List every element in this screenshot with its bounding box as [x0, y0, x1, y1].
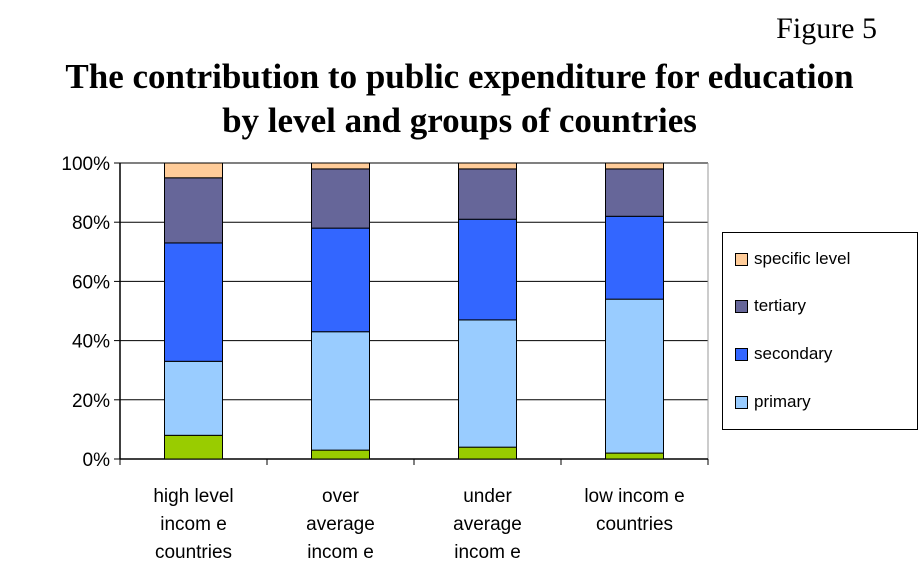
primary-bar-segment — [605, 298, 664, 454]
x-category-label: incom e — [307, 542, 374, 563]
legend-item-specific-level: specific level — [735, 247, 850, 271]
tertiary-bar-segment — [164, 177, 223, 244]
primary-bar-segment — [311, 331, 370, 451]
chart-title-line-2: by level and groups of countries — [222, 101, 697, 140]
x-category-label: incom e — [160, 514, 227, 535]
secondary-bar-segment — [605, 215, 664, 300]
x-category-label: high level — [153, 486, 233, 507]
y-tick-label: 0% — [83, 450, 111, 471]
x-category-label: low incom e — [584, 486, 684, 507]
chart-title-line-1: The contribution to public expenditure f… — [65, 57, 854, 96]
specific-level-bar-segment — [605, 162, 664, 170]
primary-bar-segment — [164, 360, 223, 436]
x-category-label: countries — [596, 514, 673, 535]
chart-title: The contribution to public expenditure f… — [0, 55, 919, 143]
y-tick-label: 60% — [72, 272, 110, 293]
unlabeled-bar-segment — [164, 434, 223, 460]
legend-label-specific-level: specific level — [754, 249, 851, 268]
x-category-label: incom e — [454, 542, 521, 563]
legend-item-tertiary: tertiary — [735, 294, 806, 318]
specific-level-bar-segment — [311, 162, 370, 170]
secondary-bar-segment — [164, 242, 223, 362]
x-category-label: countries — [155, 542, 232, 563]
legend-swatch-primary — [735, 395, 748, 409]
figure-label: Figure 5 — [776, 12, 877, 45]
legend-label-primary: primary — [754, 392, 811, 411]
y-tick-label: 20% — [72, 391, 110, 412]
unlabeled-bar-segment — [458, 446, 517, 460]
specific-level-bar-segment — [164, 162, 223, 179]
x-category-label: under — [463, 486, 512, 507]
primary-bar-segment — [458, 319, 517, 448]
legend: specific level tertiary secondary primar… — [722, 232, 918, 430]
legend-swatch-specific-level — [735, 252, 748, 266]
unlabeled-bar-segment — [311, 449, 370, 460]
legend-label-tertiary: tertiary — [754, 296, 806, 315]
unlabeled-bar-segment — [605, 452, 664, 460]
x-category-label: average — [453, 514, 522, 535]
secondary-bar-segment — [311, 227, 370, 333]
specific-level-bar-segment — [458, 162, 517, 170]
y-tick-label: 100% — [61, 154, 110, 175]
x-category-label: over — [322, 486, 360, 507]
legend-label-secondary: secondary — [754, 344, 833, 363]
legend-item-secondary: secondary — [735, 342, 832, 366]
y-tick-label: 80% — [72, 213, 110, 234]
tertiary-bar-segment — [458, 168, 517, 220]
legend-item-primary: primary — [735, 390, 811, 414]
legend-swatch-secondary — [735, 347, 748, 361]
legend-swatch-tertiary — [735, 299, 748, 313]
y-tick-label: 40% — [72, 332, 110, 353]
x-category-label: average — [306, 514, 375, 535]
tertiary-bar-segment — [311, 168, 370, 229]
secondary-bar-segment — [458, 218, 517, 321]
tertiary-bar-segment — [605, 168, 664, 217]
